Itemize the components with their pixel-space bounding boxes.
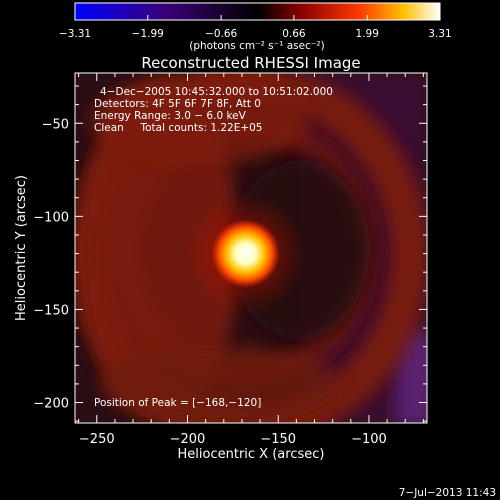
colorbar <box>75 3 440 20</box>
colorbar-tick-label: −3.31 <box>59 28 91 40</box>
y-tick-label: −50 <box>42 117 69 132</box>
colorbar-tick-label: −0.66 <box>205 28 237 40</box>
x-tick-label: −150 <box>260 432 296 447</box>
y-tick-label: −150 <box>33 303 69 318</box>
colorbar-frame <box>74 2 441 21</box>
annotation-detectors: Detectors: 4F 5F 6F 7F 8F, Att 0 <box>94 98 261 110</box>
plot-frame <box>74 72 428 424</box>
y-tick-label: −100 <box>33 210 69 225</box>
colorbar-tick-label: −1.99 <box>132 28 164 40</box>
annotation-time-range: 4−Dec−2005 10:45:32.000 to 10:51:02.000 <box>100 86 333 98</box>
peak-position-label: Position of Peak = [−168,−120] <box>94 397 261 409</box>
y-axis-label: Heliocentric Y (arcsec) <box>14 175 29 321</box>
annotation-energy-range: Energy Range: 3.0 − 6.0 keV <box>94 110 247 122</box>
chart-title: Reconstructed RHESSI Image <box>141 54 360 72</box>
colorbar-tick-label: 0.66 <box>282 28 306 40</box>
heatmap-image <box>75 73 427 423</box>
peak-source <box>211 219 280 288</box>
footer-timestamp: 7−Jul−2013 11:43 <box>399 487 496 499</box>
x-axis-label: Heliocentric X (arcsec) <box>178 447 325 462</box>
axis-ticks: −250 −200 −150 −100 −50 −100 −150 −200 <box>33 73 427 447</box>
x-tick-label: −100 <box>351 432 387 447</box>
x-tick-label: −250 <box>79 432 115 447</box>
colorbar-tick-label: 3.31 <box>428 28 451 40</box>
x-tick-label: −200 <box>170 432 206 447</box>
colorbar-ticks: −3.31 −1.99 −0.66 0.66 1.99 3.31 <box>59 15 452 40</box>
y-tick-label: −200 <box>33 397 69 412</box>
colorbar-tick-label: 1.99 <box>356 28 379 40</box>
colorbar-units: (photons cm⁻² s⁻¹ asec⁻²) <box>189 40 324 52</box>
annotation-clean-counts: Clean Total counts: 1.22E+05 <box>94 122 263 134</box>
